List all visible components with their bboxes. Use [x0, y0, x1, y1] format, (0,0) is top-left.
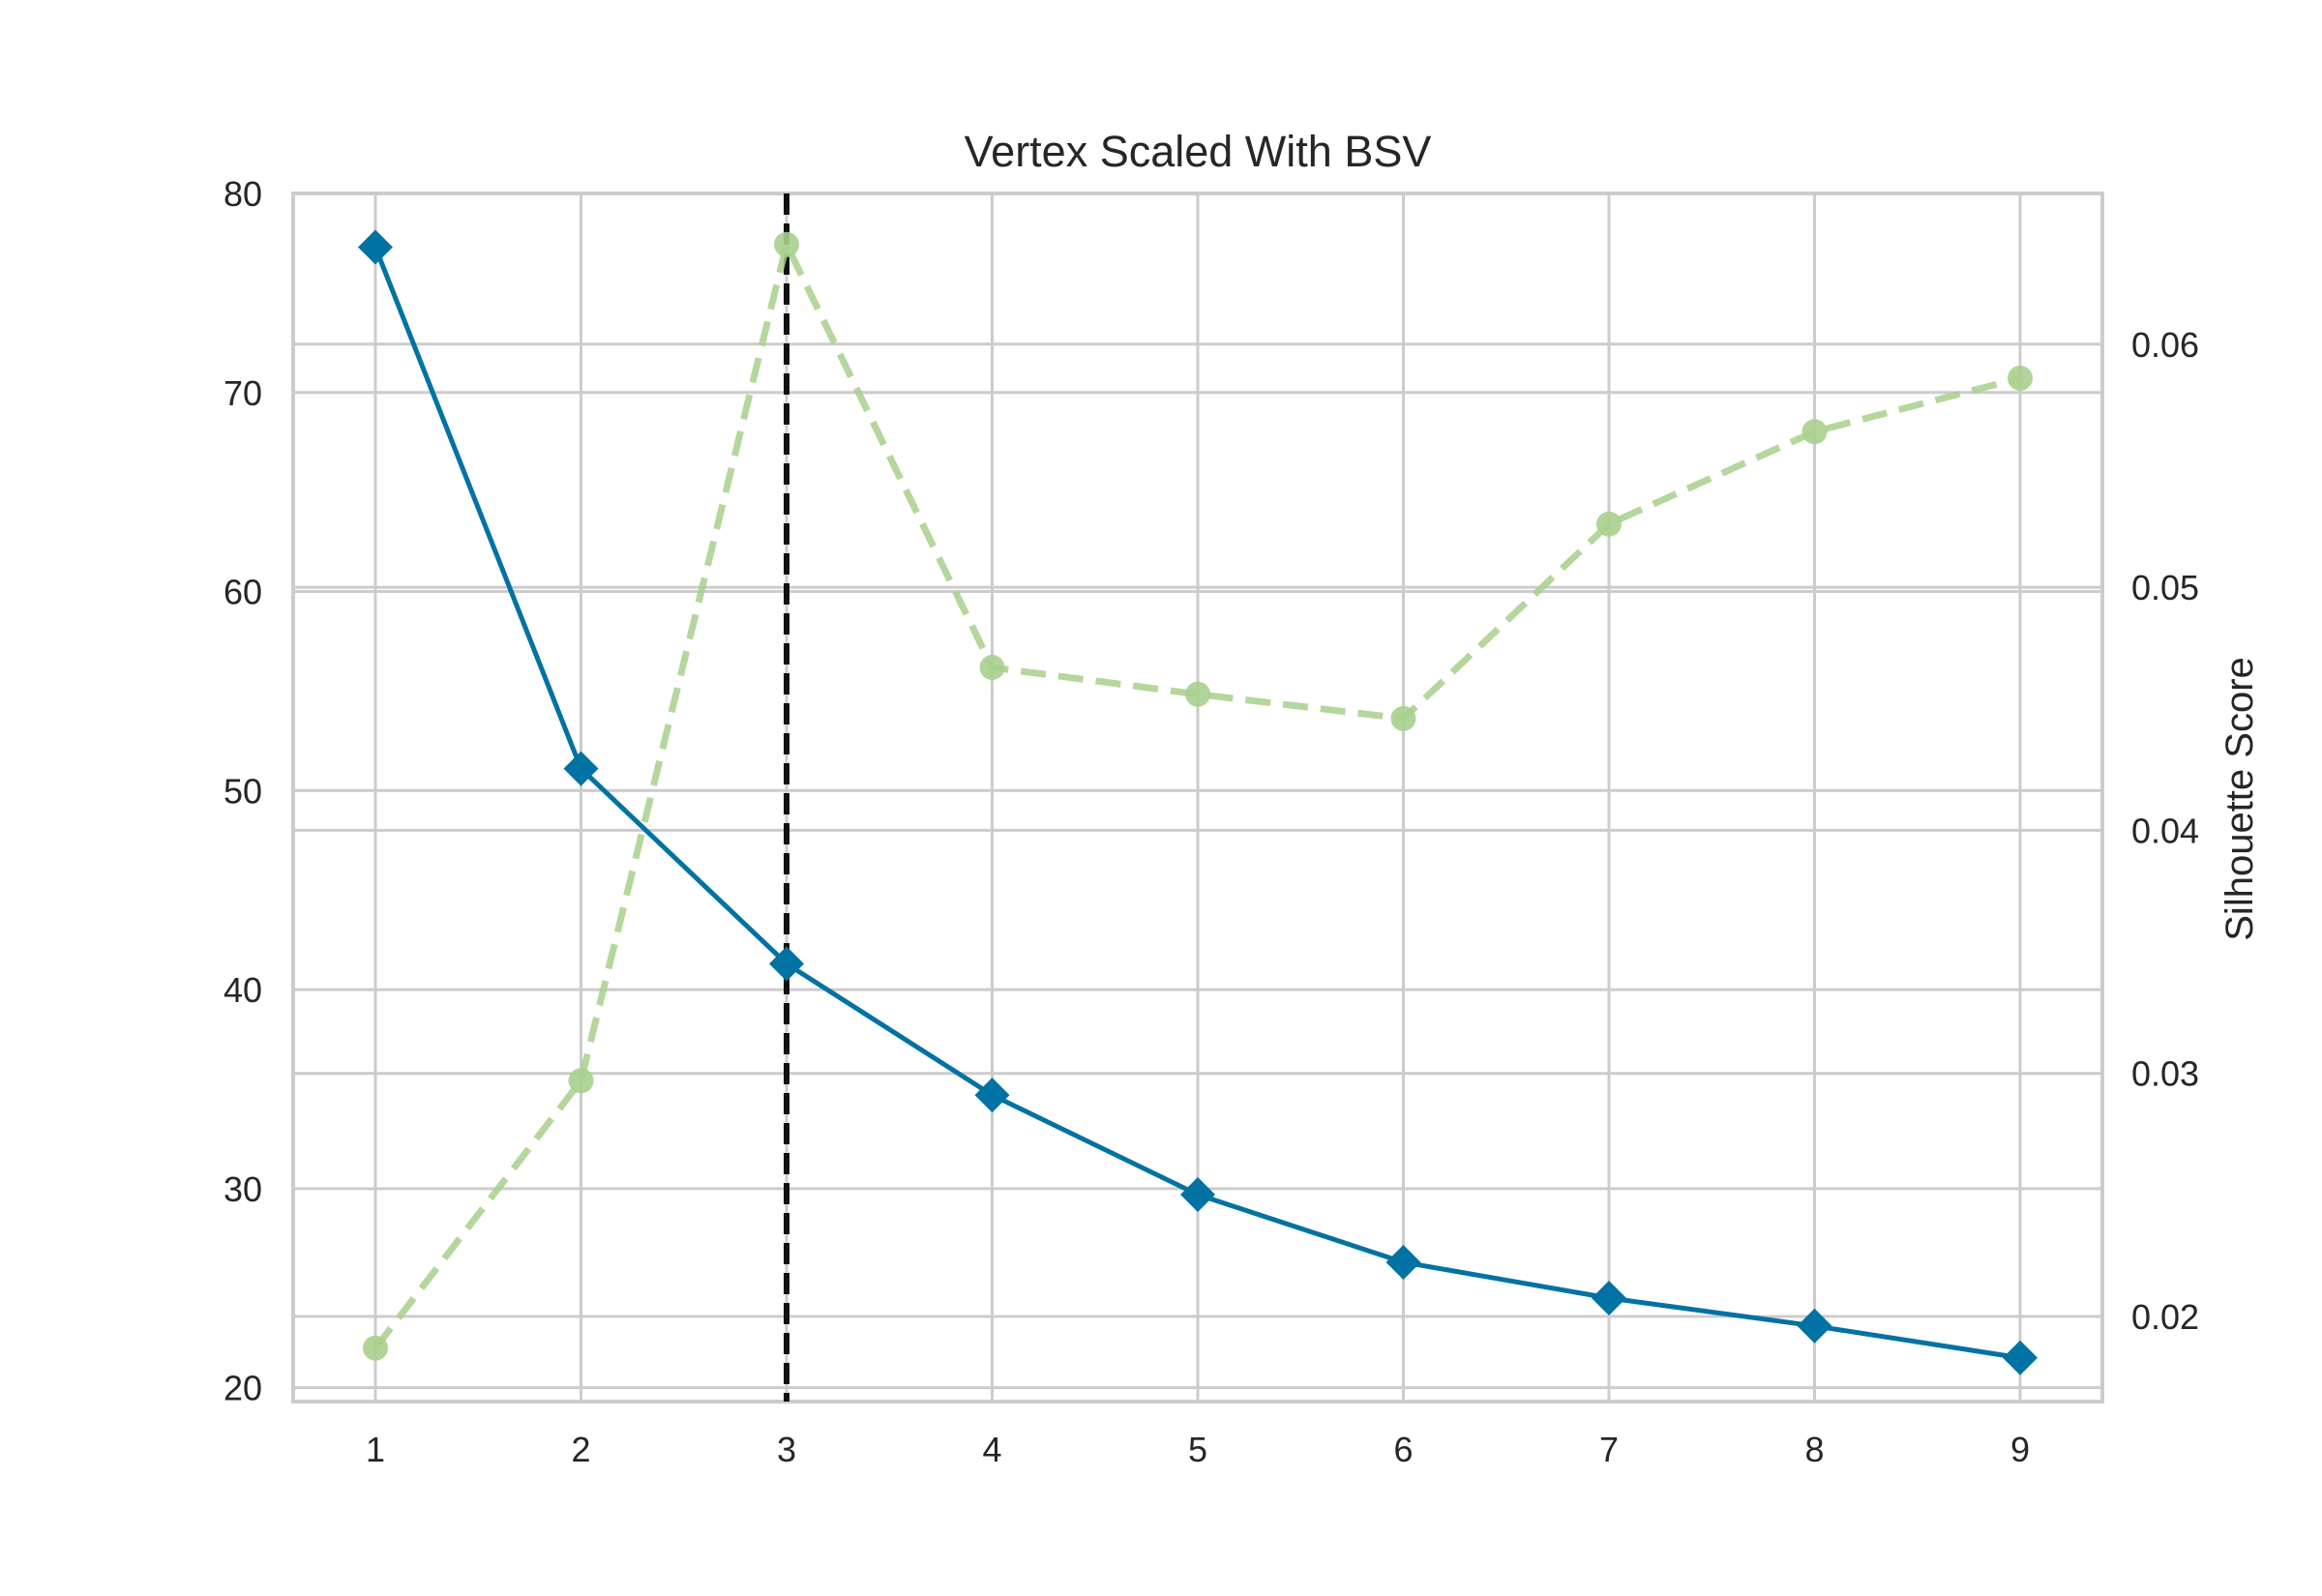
- x-tick-label: 3: [777, 1430, 796, 1469]
- x-tick-label: 2: [571, 1430, 590, 1469]
- data-point-diamond: [769, 946, 804, 982]
- y-left-tick-label: 30: [223, 1169, 262, 1209]
- y-right-tick-label: 0.02: [2131, 1297, 2199, 1337]
- data-point-circle: [774, 231, 799, 257]
- y-right-tick-label: 0.05: [2131, 568, 2199, 607]
- data-point-diamond: [974, 1078, 1010, 1113]
- grid-layer: [293, 192, 2102, 1402]
- data-point-circle: [979, 655, 1005, 681]
- x-tick-label: 6: [1393, 1430, 1413, 1469]
- data-point-diamond: [1592, 1281, 1626, 1316]
- y-left-tick-label: 70: [223, 373, 262, 413]
- chart-title: Vertex Scaled With BSV: [965, 127, 1432, 176]
- data-point-circle: [1390, 705, 1416, 731]
- series-line-right: [372, 241, 2021, 1350]
- y-left-tick-label: 40: [223, 970, 262, 1010]
- data-point-diamond: [2003, 1340, 2038, 1375]
- data-point-circle: [568, 1068, 594, 1094]
- y-right-tick-label: 0.03: [2131, 1054, 2199, 1094]
- x-tick-label: 8: [1804, 1430, 1824, 1469]
- plot-border: [291, 192, 2104, 1404]
- data-point-diamond: [358, 229, 393, 265]
- data-point-circle: [2008, 365, 2033, 391]
- y-left-tick-label: 80: [223, 174, 262, 214]
- data-point-diamond: [1797, 1308, 1832, 1344]
- data-point-diamond: [563, 751, 599, 786]
- data-point-circle: [1185, 681, 1210, 707]
- tick-labels: 1 2 3 4 5 6 7 8 9 20 30 40 50 60 70 80 0.02 0.03 0.04 0.05 0…: [223, 174, 2199, 1469]
- data-point-diamond: [1180, 1177, 1215, 1213]
- y-left-tick-label: 60: [223, 573, 262, 612]
- x-tick-label: 4: [982, 1430, 1001, 1469]
- x-tick-label: 1: [366, 1430, 385, 1469]
- plot-frame: [291, 192, 2104, 1404]
- y-right-tick-label: 0.06: [2131, 325, 2199, 365]
- right-axis-label: Silhouette Score: [2218, 657, 2261, 941]
- series-left-axis: [358, 229, 2038, 1375]
- x-tick-label: 7: [1599, 1430, 1619, 1469]
- series-right-axis: [363, 231, 2033, 1361]
- series-layer: [358, 229, 2038, 1375]
- y-left-tick-label: 50: [223, 771, 262, 811]
- data-point-circle: [1801, 419, 1828, 445]
- y-right-tick-label: 0.04: [2131, 811, 2199, 850]
- data-point-diamond: [1385, 1244, 1421, 1280]
- data-point-circle: [363, 1335, 388, 1361]
- x-tick-label: 5: [1188, 1430, 1207, 1469]
- data-point-circle: [1596, 511, 1622, 537]
- x-tick-label: 9: [2010, 1430, 2030, 1469]
- y-left-tick-label: 20: [223, 1369, 262, 1408]
